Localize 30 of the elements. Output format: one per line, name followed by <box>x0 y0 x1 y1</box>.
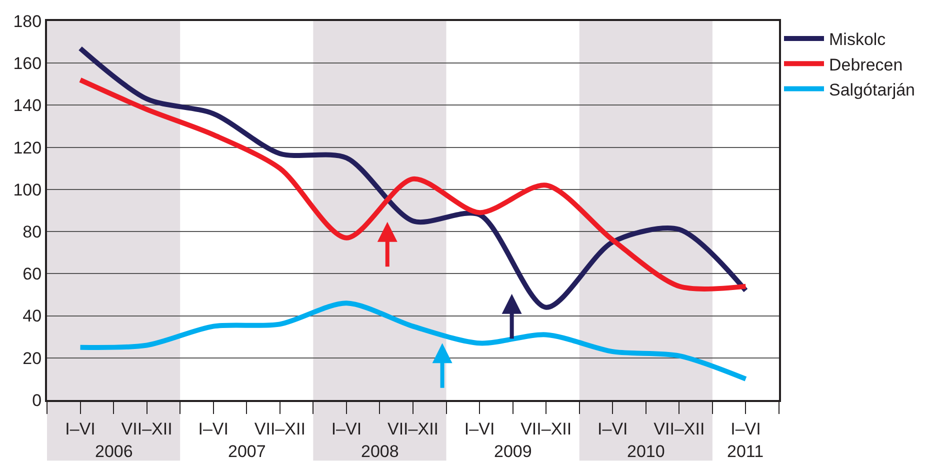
x-tick-label: I–VI <box>598 419 628 438</box>
x-tick-label: I–VI <box>464 419 495 438</box>
y-tick-label: 120 <box>13 138 42 158</box>
text: 2007 <box>228 442 266 461</box>
y-tick-label: 40 <box>22 306 42 326</box>
y-tick-label: 160 <box>13 54 42 74</box>
legend-label: Miskolc <box>829 30 886 50</box>
y-tick-label: 20 <box>22 348 42 368</box>
y-tick-label: 140 <box>13 96 42 116</box>
text: 2008 <box>361 442 399 461</box>
text: 2009 <box>494 442 532 461</box>
x-tick-label: I–VI <box>65 419 96 438</box>
y-tick-label: 180 <box>13 12 42 31</box>
legend-label: Debrecen <box>829 55 903 74</box>
y-tick-label: 100 <box>13 180 42 200</box>
x-tick-label: VII–XII <box>254 419 306 438</box>
x-tick-label: VII–XII <box>520 419 572 438</box>
x-tick-label: VII–XII <box>654 419 705 438</box>
text: 2006 <box>95 442 133 461</box>
x-tick-label: I–VI <box>198 419 228 438</box>
y-tick-label: 80 <box>22 222 42 242</box>
text: 2011 <box>727 442 764 461</box>
text: 2010 <box>627 442 665 461</box>
y-tick-label: 0 <box>32 390 42 410</box>
legend-label: Salgótarján <box>829 80 916 100</box>
x-tick-label: I–VI <box>331 419 362 438</box>
x-tick-label: I–VI <box>730 419 761 438</box>
x-tick-label: VII–XII <box>121 419 172 438</box>
y-tick-label: 60 <box>22 264 42 284</box>
x-tick-label: VII–XII <box>387 419 439 438</box>
